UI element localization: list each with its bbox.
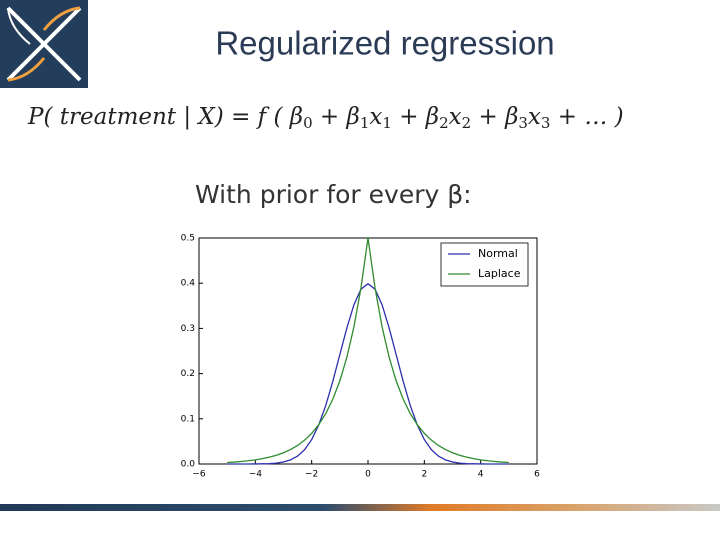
formula-part: x	[528, 104, 541, 130]
formula-part: x	[369, 104, 382, 130]
series-line	[227, 282, 509, 465]
formula-part: + … )	[550, 104, 623, 130]
formula-part: + β	[392, 104, 439, 130]
logo	[0, 0, 88, 88]
formula-subscript: 0	[303, 114, 313, 132]
x-tick-label: 0	[365, 470, 371, 480]
x-tick-label: −6	[192, 470, 206, 480]
slide-title: Regularized regression	[215, 25, 554, 62]
y-tick-label: 0.5	[181, 234, 195, 244]
footer-bar	[0, 504, 720, 511]
formula-part: + β	[313, 104, 360, 130]
formula-subscript: 2	[439, 114, 449, 132]
y-tick-label: 0.3	[181, 324, 195, 334]
x-tick-label: 2	[421, 470, 427, 480]
formula: P( treatment | X) = f ( β0​ + β1​x1​ + β…	[27, 104, 624, 132]
formula-subscript: 3	[518, 114, 528, 132]
y-tick-label: 0.4	[181, 279, 196, 289]
formula-part: + β	[471, 104, 518, 130]
y-tick-label: 0.0	[181, 460, 196, 470]
chart: −6 −4 −2 0 2 4 6 0.0 0.1 0.2 0.3 0.4 0.5 Normal Laplac…	[181, 234, 540, 480]
formula-subscript: 1	[382, 114, 392, 132]
legend-label: Normal	[478, 247, 518, 260]
x-tick-label: 4	[478, 470, 484, 480]
formula-subscript: 2	[462, 114, 472, 132]
formula-part: x	[449, 104, 462, 130]
formula-subscript: 1	[360, 114, 370, 132]
x-tick-label: −4	[249, 470, 263, 480]
subheading: With prior for every β:	[195, 180, 472, 209]
x-tick-label: 6	[534, 470, 540, 480]
y-tick-label: 0.1	[181, 414, 195, 424]
formula-subscript: 3	[541, 114, 551, 132]
y-tick-label: 0.2	[181, 369, 195, 379]
legend-label: Laplace	[478, 267, 521, 280]
x-tick-label: −2	[305, 470, 318, 480]
series-line	[227, 237, 509, 464]
legend-box	[440, 242, 529, 287]
formula-part: P( treatment | X) = f ( β	[27, 104, 303, 130]
